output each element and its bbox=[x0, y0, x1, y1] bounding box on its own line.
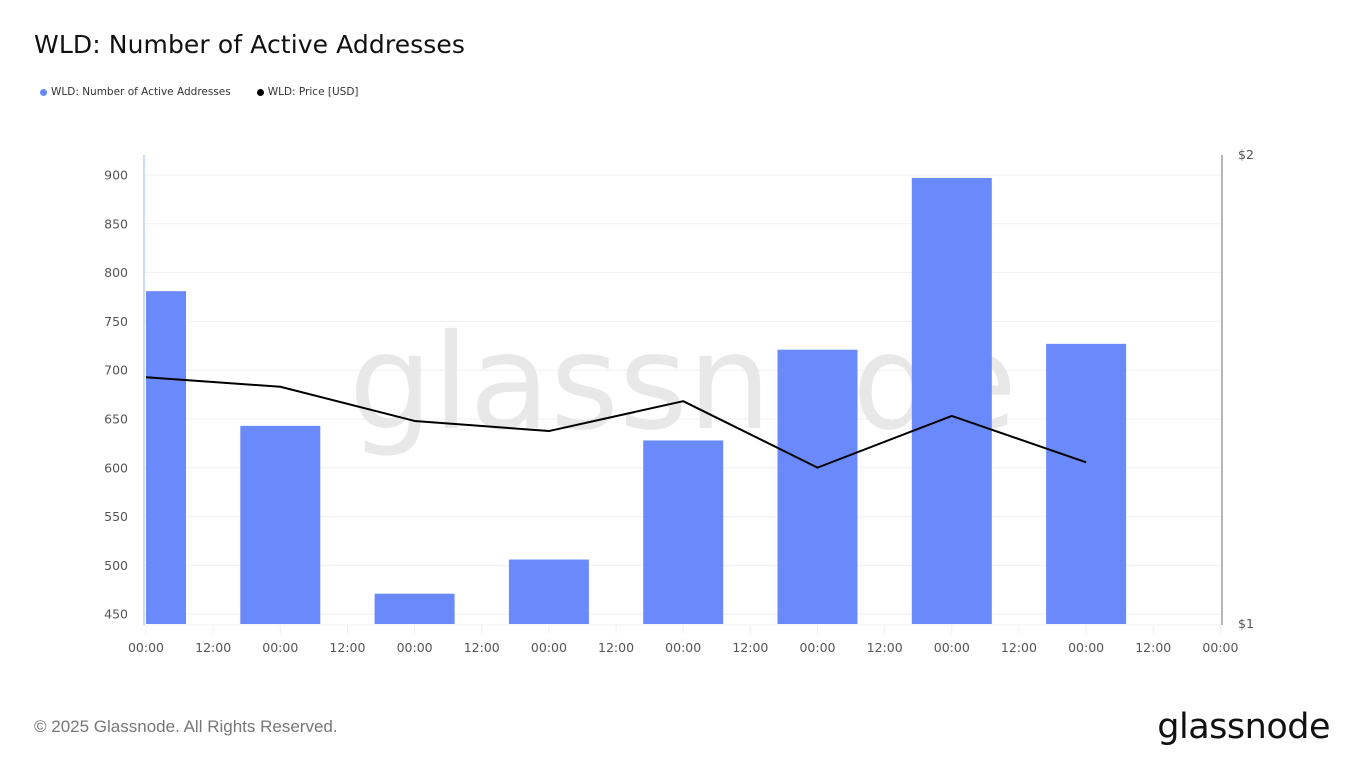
legend-item-price[interactable]: WLD: Price [USD] bbox=[256, 86, 359, 98]
bar-active-addresses[interactable] bbox=[508, 559, 589, 624]
chart-title: WLD: Number of Active Addresses bbox=[34, 30, 466, 59]
bar-active-addresses[interactable] bbox=[374, 593, 455, 624]
x-tick-label: 12:00 bbox=[598, 640, 634, 655]
x-tick-label: 00:00 bbox=[531, 640, 567, 655]
x-tick-label: 00:00 bbox=[262, 640, 298, 655]
bar-active-addresses[interactable] bbox=[911, 177, 992, 625]
x-tick-label: 00:00 bbox=[934, 640, 970, 655]
y-left-tick-label: 800 bbox=[104, 265, 128, 280]
x-tick-label: 00:00 bbox=[1068, 640, 1104, 655]
y-right-tick-label: $2 bbox=[1238, 147, 1254, 162]
copyright-text: © 2025 Glassnode. All Rights Reserved. bbox=[34, 717, 338, 736]
legend-item-active-addresses[interactable]: WLD: Number of Active Addresses bbox=[40, 86, 231, 98]
x-tick-label: 12:00 bbox=[329, 640, 365, 655]
x-tick-label: 00:00 bbox=[128, 640, 164, 655]
x-tick-label: 12:00 bbox=[195, 640, 231, 655]
bar-active-addresses[interactable] bbox=[146, 291, 186, 624]
glassnode-logo: glassnode bbox=[1157, 707, 1330, 747]
y-left-tick-label: 750 bbox=[104, 314, 128, 329]
legend-dot-icon bbox=[256, 88, 264, 96]
y-left-tick-label: 450 bbox=[104, 607, 128, 622]
x-tick-label: 12:00 bbox=[732, 640, 768, 655]
x-tick-label: 00:00 bbox=[665, 640, 701, 655]
legend-label: WLD: Number of Active Addresses bbox=[51, 86, 231, 98]
x-tick-label: 12:00 bbox=[867, 640, 903, 655]
y-right-tick-label: $1 bbox=[1238, 616, 1254, 631]
chart-plot-area: 450500550600650700750800850900glassnode$… bbox=[104, 147, 1254, 655]
bar-active-addresses[interactable] bbox=[240, 425, 321, 624]
price-line[interactable] bbox=[145, 376, 1087, 469]
legend-dot-icon bbox=[40, 88, 47, 96]
bar-active-addresses[interactable] bbox=[777, 349, 858, 624]
y-left-tick-label: 600 bbox=[104, 460, 128, 475]
y-left-tick-label: 850 bbox=[104, 216, 128, 231]
y-left-tick-label: 550 bbox=[104, 509, 128, 524]
y-left-tick-label: 900 bbox=[104, 168, 128, 183]
x-tick-label: 12:00 bbox=[464, 640, 500, 655]
y-left-tick-label: 700 bbox=[104, 363, 128, 378]
x-tick-label: 12:00 bbox=[1135, 640, 1171, 655]
legend-label: WLD: Price [USD] bbox=[267, 86, 359, 98]
x-tick-label: 00:00 bbox=[1202, 640, 1238, 655]
x-tick-label: 00:00 bbox=[397, 640, 433, 655]
bar-active-addresses[interactable] bbox=[643, 440, 724, 624]
x-tick-label: 12:00 bbox=[1001, 640, 1037, 655]
bar-active-addresses[interactable] bbox=[1046, 343, 1127, 624]
y-left-tick-label: 500 bbox=[104, 558, 128, 573]
y-left-tick-label: 650 bbox=[104, 412, 128, 427]
chart-legend: WLD: Number of Active Addresses WLD: Pri… bbox=[40, 86, 359, 98]
x-tick-label: 00:00 bbox=[799, 640, 835, 655]
